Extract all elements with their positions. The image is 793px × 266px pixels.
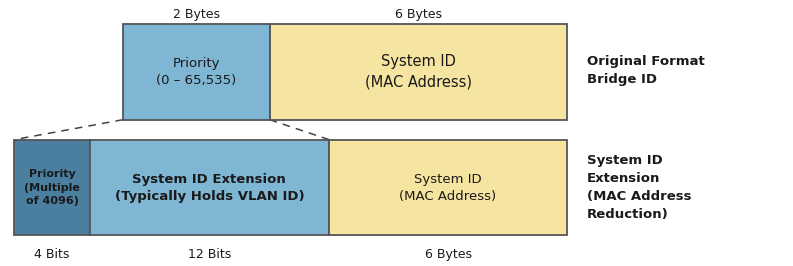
Bar xyxy=(123,24,270,120)
Bar xyxy=(90,140,329,235)
Text: Priority
(0 – 65,535): Priority (0 – 65,535) xyxy=(156,57,236,87)
Text: 4 Bits: 4 Bits xyxy=(34,248,69,260)
Bar xyxy=(329,140,567,235)
Text: 12 Bits: 12 Bits xyxy=(188,248,231,260)
Text: System ID
(MAC Address): System ID (MAC Address) xyxy=(400,173,496,202)
Text: Priority
(Multiple
of 4096): Priority (Multiple of 4096) xyxy=(24,169,80,206)
Bar xyxy=(270,24,567,120)
Text: Original Format
Bridge ID: Original Format Bridge ID xyxy=(587,55,704,86)
Text: 2 Bytes: 2 Bytes xyxy=(173,8,220,21)
Bar xyxy=(14,140,90,235)
Text: 6 Bytes: 6 Bytes xyxy=(395,8,442,21)
Text: 6 Bytes: 6 Bytes xyxy=(424,248,472,260)
Text: System ID Extension
(Typically Holds VLAN ID): System ID Extension (Typically Holds VLA… xyxy=(114,173,305,202)
Text: System ID
Extension
(MAC Address
Reduction): System ID Extension (MAC Address Reducti… xyxy=(587,154,691,221)
Text: System ID
(MAC Address): System ID (MAC Address) xyxy=(365,55,472,89)
